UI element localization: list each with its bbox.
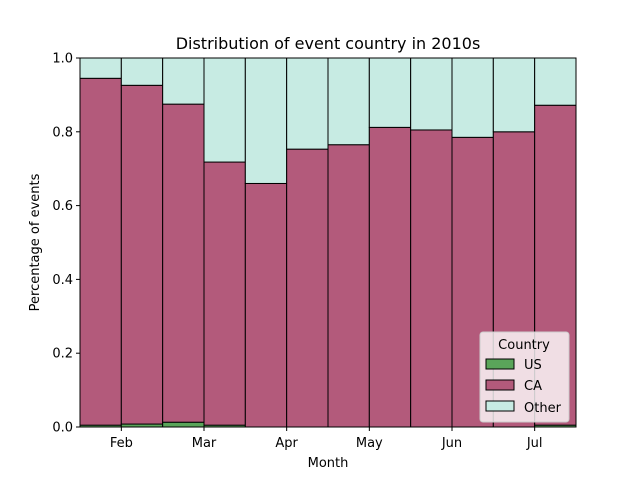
bar-ca-8	[369, 127, 410, 427]
bar-ca-7	[328, 145, 369, 427]
bar-other-1	[80, 58, 121, 78]
x-tick-label: Feb	[110, 436, 133, 451]
y-tick-label: 0.4	[52, 273, 73, 288]
bar-ca-6	[287, 149, 328, 427]
bar-ca-3	[163, 104, 204, 422]
bar-ca-4	[204, 162, 245, 425]
bar-other-4	[204, 58, 245, 162]
bar-ca-2	[121, 85, 162, 424]
y-axis-title: Percentage of events	[28, 173, 43, 311]
x-tick-label: Jul	[526, 436, 543, 451]
x-tick-label: Jun	[441, 436, 462, 451]
bar-other-5	[245, 58, 286, 183]
bar-other-2	[121, 58, 162, 85]
legend-swatch-us	[486, 359, 514, 369]
bar-other-12	[535, 58, 576, 105]
x-tick-label: May	[356, 436, 383, 451]
bar-other-3	[163, 58, 204, 104]
bar-other-8	[369, 58, 410, 127]
legend-title: Country	[498, 338, 550, 353]
bar-ca-1	[80, 78, 121, 425]
y-tick-label: 0.6	[52, 199, 73, 214]
bar-other-6	[287, 58, 328, 149]
bar-other-11	[493, 58, 534, 132]
y-tick-label: 0.8	[52, 125, 73, 140]
bar-other-7	[328, 58, 369, 145]
legend-swatch-ca	[486, 380, 514, 390]
bar-us-3	[163, 422, 204, 427]
chart-title: Distribution of event country in 2010s	[176, 34, 481, 53]
y-tick-label: 0.2	[52, 347, 73, 362]
y-tick-label: 1.0	[52, 52, 73, 67]
bar-other-10	[452, 58, 493, 137]
legend-label-us: US	[524, 358, 542, 373]
x-tick-label: Apr	[275, 436, 298, 451]
legend: Country US CA Other	[480, 332, 569, 422]
legend-label-other: Other	[524, 401, 562, 416]
y-axis: 0.0 0.2 0.4 0.6 0.8 1.0	[52, 52, 80, 436]
x-tick-label: Mar	[192, 436, 217, 451]
x-axis: Feb Mar Apr May Jun Jul	[110, 427, 543, 451]
legend-swatch-other	[486, 401, 514, 411]
bar-ca-9	[411, 130, 452, 427]
x-axis-title: Month	[308, 456, 349, 471]
legend-label-ca: CA	[524, 379, 542, 394]
y-tick-label: 0.0	[52, 421, 73, 436]
bar-other-9	[411, 58, 452, 130]
bar-ca-5	[245, 183, 286, 427]
